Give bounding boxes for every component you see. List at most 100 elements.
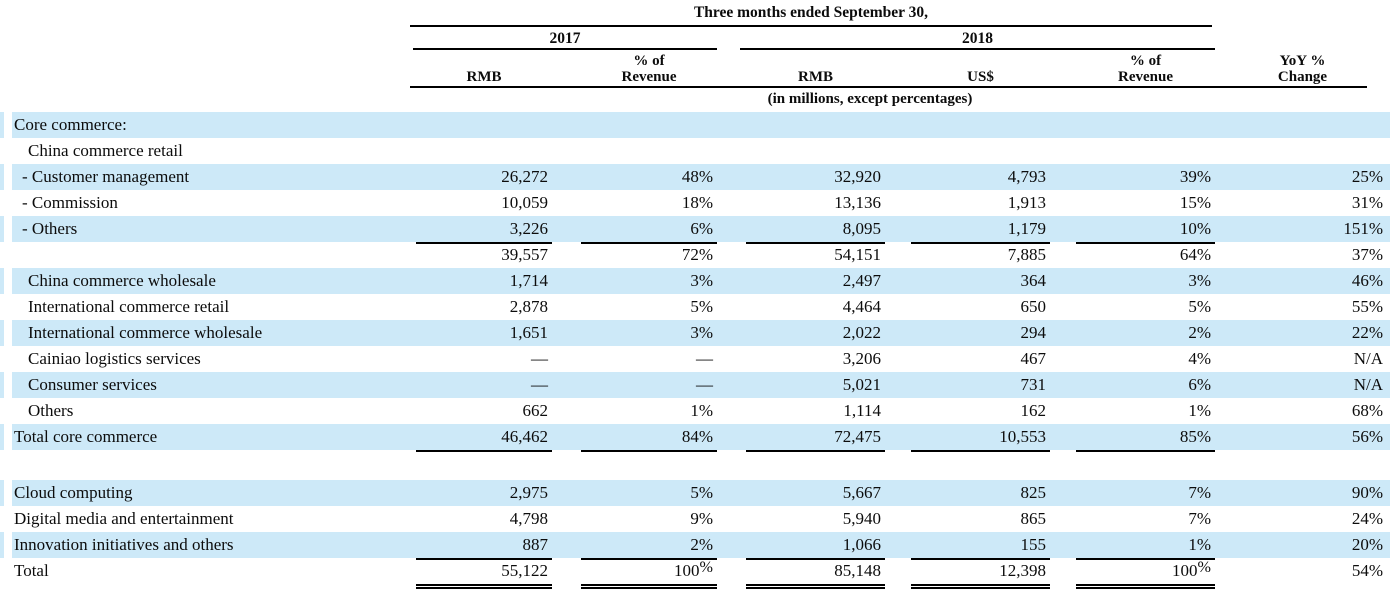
cell-2017-rmb: 55,122 [416,558,552,589]
cell-2017-pct-of-revenue: — [696,375,713,394]
cell-2017-rmb: 662 [416,398,552,426]
row-label: Others [28,401,74,420]
cell-2018-pct-of-revenue: 6% [1188,375,1211,394]
cell-2017-rmb: 3,226 [416,216,552,244]
cell-2018-pct-of-revenue: 100% [1076,558,1215,589]
table-header: Three months ended September 30, 2017 20… [0,0,1400,112]
cell-2018-rmb: 5,021 [842,375,881,394]
table-row: International commerce wholesale 1,651 3% 2… [0,320,1390,346]
cell-2017-pct-of-revenue: — [696,349,713,368]
cell-2018-usd: 1,179 [911,216,1050,244]
table-row: International commerce retail 2,878 5% 4,46… [12,294,1390,320]
column-gap [1050,216,1076,244]
table-row: Total core commerce 46,462 84% 72,475 10,553… [0,424,1390,452]
column-gap [885,398,911,426]
cell-yoy-pct-change: 24% [1351,509,1383,528]
column-gap [1050,558,1076,586]
cell-2018-rmb: 4,464 [842,297,881,316]
row-label: International commerce wholesale [28,323,263,342]
column-gap [552,398,581,426]
cell-2018-pct-of-revenue: 4% [1188,349,1211,368]
cell-2017-pct-of-revenue: 3% [690,271,713,290]
table-row: Digital media and entertainment 4,798 9% 5,… [12,506,1390,532]
table-row: Core commerce: [0,112,1390,138]
cell-2018-pct-of-revenue: 15% [1179,193,1211,212]
cell-2018-pct-of-revenue: 10% [1076,216,1215,244]
row-label: China commerce retail [28,141,183,160]
cell-2018-pct-of-revenue: 7% [1188,483,1211,502]
cell-2018-usd: 650 [1020,297,1047,316]
column-gap [1050,242,1076,268]
table-row: - Others 3,226 6% 8,095 1,179 10% 151% [0,216,1390,244]
column-header-label: RMB [798,69,833,85]
column-header-yoy-pct-change: YoY % Change [1215,52,1390,86]
column-header-label: Revenue [1118,69,1173,85]
cell-2017-pct-of-revenue: 48% [681,167,713,186]
header-rule [410,86,1367,88]
column-gap [717,558,746,586]
column-gap [717,268,746,294]
column-gap [885,242,911,268]
cell-2018-rmb [746,138,885,164]
cell-2017-rmb: 2,975 [509,483,548,502]
year-2018-header: 2018 [740,30,1215,50]
cell-2018-pct-of-revenue: 3% [1188,271,1211,290]
column-gap [717,372,746,398]
cell-2018-rmb: 1,066 [746,532,885,560]
column-gap [885,320,911,346]
cell-2017-pct-of-revenue: 72% [681,245,713,264]
cell-2018-pct-of-revenue: 85% [1076,424,1215,452]
column-gap [552,216,581,244]
cell-yoy-pct-change: 68% [1351,401,1383,420]
column-gap [717,346,746,372]
column-gap [1050,532,1076,560]
cell-2018-rmb: 5,940 [842,509,881,528]
column-gap [552,52,581,86]
year-2017-header: 2017 [413,30,717,50]
table-row: Total 55,122 100% 85,148 12,398 100% 54% [12,558,1390,589]
column-gap [885,532,911,560]
row-label: - Others [22,219,78,238]
cell-2018-rmb: 1,114 [746,398,885,426]
cell-yoy-pct-change: 25% [1351,167,1383,186]
column-header-2018-pct-of-revenue: % of Revenue [1076,52,1215,86]
column-gap [717,398,746,426]
cell-2017-rmb: — [531,375,548,394]
column-gap [717,320,746,346]
cell-2017-pct-of-revenue: 84% [581,424,717,452]
cell-2017-rmb: 10,059 [501,193,548,212]
cell-2018-pct-of-revenue: 64% [1179,245,1211,264]
cell-2018-usd: 162 [911,398,1050,426]
column-gap [717,112,746,138]
column-gap [717,480,746,506]
column-gap [552,242,581,268]
column-gap [717,216,746,244]
cell-2018-usd: 4,793 [1007,167,1046,186]
cell-2018-usd [911,138,1050,164]
cell-2017-pct-of-revenue: 2% [581,532,717,560]
column-gap [552,294,581,320]
cell-2018-pct-of-revenue [1076,138,1215,164]
column-gap [885,268,911,294]
table-row: Innovation initiatives and others 887 2% 1,… [0,532,1390,560]
column-gap [885,346,911,372]
cell-2018-rmb: 85,148 [746,558,885,589]
column-gap [552,532,581,560]
table-row: Consumer services — — 5,021 731 6% N/A [0,372,1390,398]
cell-2017-rmb: — [531,349,548,368]
column-gap [552,320,581,346]
cell-2017-rmb: 4,798 [509,509,548,528]
column-header-label: Change [1277,69,1328,85]
column-gap [1050,398,1076,426]
row-label: China commerce wholesale [28,271,216,290]
table-row: Others 662 1% 1,114 162 1% 68% [12,398,1390,426]
column-gap [552,372,581,398]
column-header-label: % of [1129,53,1162,69]
row-label: Cainiao logistics services [28,349,201,368]
cell-2018-usd: 825 [1020,483,1047,502]
column-gap [1050,372,1076,398]
cell-2018-usd: 294 [1020,323,1047,342]
cell-2018-pct-of-revenue: 1% [1076,398,1215,426]
cell-yoy-pct-change: 56% [1351,427,1383,446]
column-gap [885,372,911,398]
